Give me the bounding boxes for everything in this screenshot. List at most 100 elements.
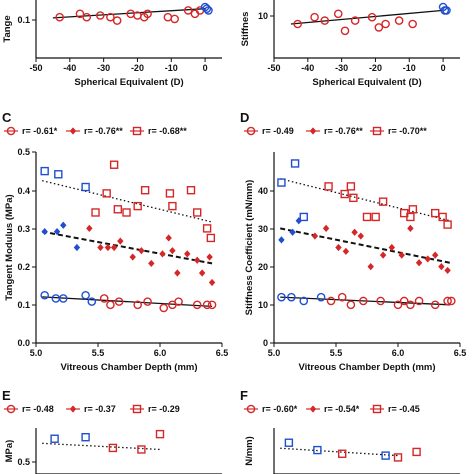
data-point xyxy=(292,160,299,167)
data-point xyxy=(296,217,302,224)
data-point xyxy=(171,15,178,22)
fit-line-dashed xyxy=(42,232,212,264)
data-point xyxy=(347,301,354,308)
data-point xyxy=(41,292,48,299)
y-axis-label: MPa) xyxy=(4,440,15,463)
data-point xyxy=(285,439,292,446)
panel-letter: C xyxy=(2,110,12,125)
x-tick-label: 6.5 xyxy=(216,348,229,358)
data-point xyxy=(396,17,403,24)
data-point xyxy=(278,179,285,186)
y-tick-label: 0.3 xyxy=(17,224,30,234)
legend-label: r= -0.60* xyxy=(262,404,298,414)
data-point xyxy=(407,225,413,232)
data-point xyxy=(439,213,446,220)
data-point xyxy=(375,24,382,31)
data-point xyxy=(207,234,214,241)
data-point xyxy=(52,295,59,302)
data-point xyxy=(123,209,130,216)
x-tick-label: -50 xyxy=(267,63,280,73)
x-tick-label: -10 xyxy=(165,63,178,73)
data-point xyxy=(114,206,121,213)
panel-b-plot xyxy=(291,3,450,34)
x-tick-label: 6.0 xyxy=(154,348,167,358)
data-point xyxy=(311,14,318,21)
legend-marker-diamond xyxy=(310,127,316,134)
data-point xyxy=(92,209,99,216)
y-tick-label: 0.1 xyxy=(17,15,30,25)
y-tick-label: 0.5 xyxy=(17,457,30,467)
data-point xyxy=(114,17,121,24)
y-axis-label: Stiffness Coefficient (mN/mm) xyxy=(244,180,255,316)
panel-a-plot xyxy=(53,3,212,24)
legend-marker-diamond xyxy=(310,405,316,412)
data-point xyxy=(368,263,374,270)
x-axis-label: Spherical Equivalent (D) xyxy=(312,77,421,88)
x-tick-label: 6.5 xyxy=(454,348,467,358)
data-point xyxy=(138,247,144,254)
y-tick-label: 10 xyxy=(258,300,268,310)
data-point xyxy=(130,253,136,260)
panel-letter: F xyxy=(240,388,248,403)
legend-label: r= -0.49 xyxy=(262,126,294,136)
data-point xyxy=(164,14,171,21)
data-point xyxy=(409,20,416,27)
data-point xyxy=(55,171,62,178)
data-point xyxy=(111,161,118,168)
data-point xyxy=(51,435,58,442)
fit-line-solid xyxy=(291,10,443,24)
data-point xyxy=(103,190,110,197)
y-axis-label: Stiffnes xyxy=(240,12,251,47)
legend-label: r= -0.29 xyxy=(148,404,180,414)
legend-label: r= -0.76** xyxy=(324,126,363,136)
panel-letter: E xyxy=(2,388,11,403)
x-tick-label: 5.5 xyxy=(330,348,343,358)
legend-label: r= -0.70** xyxy=(388,126,427,136)
y-tick-label: 0.1 xyxy=(17,300,30,310)
y-tick-label: 0.2 xyxy=(17,262,30,272)
data-point xyxy=(60,222,66,229)
data-point xyxy=(204,225,211,232)
y-axis-label: Tange xyxy=(2,15,13,42)
legend-label: r= -0.68** xyxy=(148,126,187,136)
x-axis-label: Vitreous Chamber Depth (mm) xyxy=(298,362,435,373)
data-point xyxy=(184,250,190,257)
x-tick-label: -30 xyxy=(335,63,348,73)
data-point xyxy=(389,244,395,251)
data-point xyxy=(188,187,195,194)
data-point xyxy=(372,213,379,220)
data-point xyxy=(318,294,325,301)
y-tick-label: 20 xyxy=(258,262,268,272)
y-tick-label: 0 xyxy=(263,338,268,348)
data-point xyxy=(174,269,180,276)
data-point xyxy=(165,234,171,241)
data-point xyxy=(432,210,439,217)
data-point xyxy=(341,27,348,34)
data-point xyxy=(413,448,420,455)
x-tick-label: -30 xyxy=(97,63,110,73)
legend-marker-diamond xyxy=(70,405,76,412)
legend-label: r= -0.61* xyxy=(22,126,58,136)
data-point xyxy=(425,255,431,262)
x-tick-label: -20 xyxy=(369,63,382,73)
y-tick-label: 30 xyxy=(258,224,268,234)
data-point xyxy=(138,446,145,453)
data-point xyxy=(194,209,201,216)
legend-label: r= -0.76** xyxy=(84,126,123,136)
x-tick-label: 5.5 xyxy=(92,348,105,358)
data-point xyxy=(199,269,205,276)
x-tick-label: 0 xyxy=(203,63,208,73)
data-point xyxy=(347,183,354,190)
y-axis-label: Tangent Modulus (MPa) xyxy=(4,194,15,300)
data-point xyxy=(432,252,438,259)
x-tick-label: -40 xyxy=(63,63,76,73)
y-tick-label: 0.0 xyxy=(17,338,30,348)
panel-letter: D xyxy=(240,110,249,125)
data-point xyxy=(166,190,173,197)
data-point xyxy=(160,304,167,311)
panel-e-plot xyxy=(42,431,163,453)
data-point xyxy=(382,20,389,27)
y-tick-label: 10 xyxy=(258,11,268,21)
data-point xyxy=(86,225,92,232)
x-tick-label: 0 xyxy=(441,63,446,73)
